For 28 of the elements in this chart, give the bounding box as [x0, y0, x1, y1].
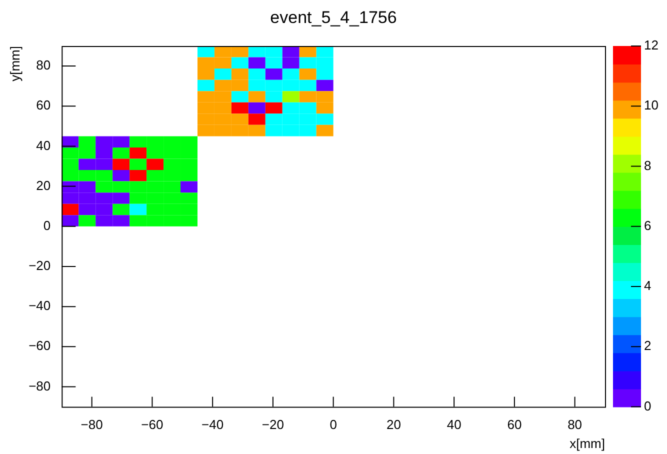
- chart-title: event_5_4_1756: [269, 8, 398, 28]
- x-tick-label: −80: [80, 417, 103, 432]
- y-tick-label: 40: [36, 138, 51, 153]
- x-tick-label: 60: [507, 417, 522, 432]
- y-tick-label: −20: [28, 258, 51, 274]
- color-bar-label: 6: [644, 218, 652, 233]
- y-tick-label: 0: [43, 218, 51, 233]
- y-tick-label: −80: [28, 378, 51, 394]
- y-tick-label: 60: [36, 98, 51, 113]
- color-bar-label: 4: [644, 278, 652, 294]
- color-bar-label: 12: [644, 38, 658, 53]
- x-tick-label: 40: [446, 417, 462, 432]
- y-tick-label: 20: [36, 178, 51, 193]
- x-tick-label: −60: [141, 417, 164, 432]
- x-tick-label: 0: [330, 417, 337, 432]
- y-tick-label: −60: [28, 338, 51, 354]
- y-tick-label: −40: [28, 298, 51, 314]
- color-bar-label: 2: [644, 338, 652, 354]
- color-bar-label: 10: [644, 98, 658, 113]
- color-bar-label: 8: [644, 158, 652, 173]
- x-tick-label: −20: [262, 417, 284, 432]
- x-tick-label: −40: [202, 417, 224, 432]
- x-tick-label: 20: [386, 417, 401, 432]
- y-axis-title: y[mm]: [7, 46, 22, 82]
- x-axis-title: x[mm]: [570, 436, 605, 451]
- y-tick-label: 80: [36, 58, 51, 73]
- x-tick-label: 80: [568, 417, 582, 432]
- color-bar-label: 0: [644, 398, 652, 414]
